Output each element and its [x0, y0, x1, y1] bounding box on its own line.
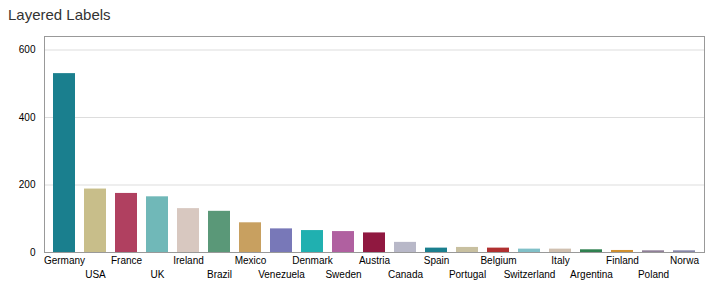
html-text:Layered Labels: Layered Labels [8, 6, 111, 23]
svg-text:Germany: Germany [44, 255, 85, 266]
svg-text:Austria: Austria [359, 255, 391, 266]
svg-text:Finland: Finland [606, 255, 639, 266]
svg-text:Denmark: Denmark [292, 255, 334, 266]
svg-text:Venezuela: Venezuela [258, 269, 305, 280]
svg-text:Belgium: Belgium [480, 255, 516, 266]
svg-text:Argentina: Argentina [570, 269, 613, 280]
svg-text:Italy: Italy [551, 255, 569, 266]
svg-text:Norwa: Norwa [670, 255, 699, 266]
svg-text:Mexico: Mexico [235, 255, 267, 266]
svg-text:0: 0 [30, 247, 36, 258]
svg-text:Spain: Spain [424, 255, 450, 266]
svg-text:Switzerland: Switzerland [504, 269, 556, 280]
svg-text:USA: USA [85, 269, 106, 280]
svg-text:200: 200 [19, 179, 36, 190]
svg-text:400: 400 [19, 112, 36, 123]
svg-text:UK: UK [151, 269, 165, 280]
svg-text:Poland: Poland [638, 269, 669, 280]
svg-text:France: France [111, 255, 143, 266]
svg-text:Portugal: Portugal [449, 269, 486, 280]
svg-text:Ireland: Ireland [173, 255, 204, 266]
svg-text:Canada: Canada [388, 269, 423, 280]
svg-text:Brazil: Brazil [207, 269, 232, 280]
svg-text:600: 600 [19, 44, 36, 55]
svg-text:Sweden: Sweden [325, 269, 361, 280]
